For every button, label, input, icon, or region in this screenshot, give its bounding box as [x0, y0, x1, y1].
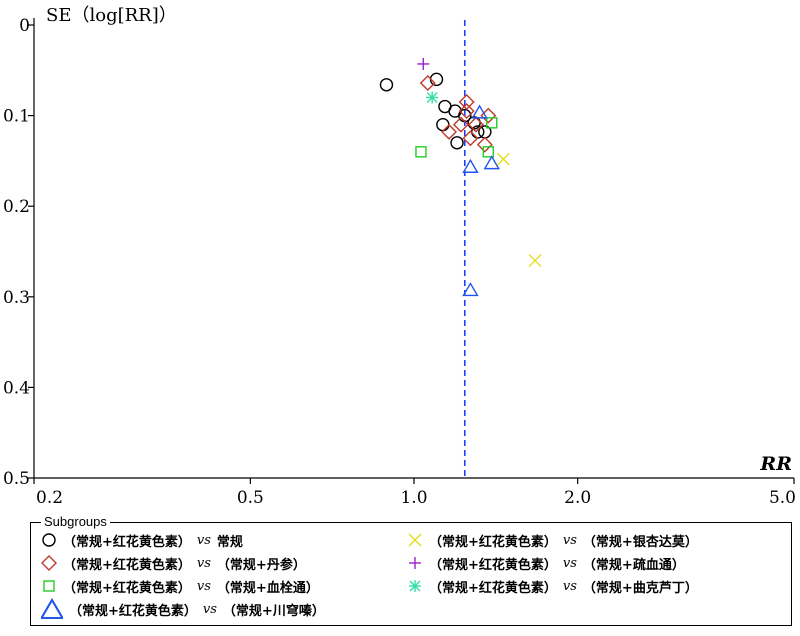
data-point-diamond: [476, 136, 493, 153]
legend-item: （常规+红花黄色素） vs （常规+血栓通）: [41, 575, 319, 597]
legend-label-b: （常规+银杏达莫）: [582, 534, 698, 550]
legend-vs: vs: [562, 532, 577, 548]
x-tick-label: 2.0: [564, 488, 591, 508]
legend-vs: vs: [562, 555, 577, 571]
data-point-x: [496, 152, 510, 166]
x-tick-label: 5.0: [769, 488, 796, 508]
x-tick-label: 0.2: [36, 488, 63, 508]
legend-marker-square: [43, 580, 55, 592]
data-point-circle: [436, 117, 450, 132]
data-point-x: [528, 254, 542, 268]
data-point-circle: [429, 72, 444, 87]
legend-vs: vs: [196, 555, 211, 571]
legend-label-a: （常规+红花黄色素）: [63, 534, 191, 550]
x-axis-title: RR: [759, 453, 792, 475]
y-tick-label: 0: [19, 16, 30, 36]
legend-label-a: （常规+红花黄色素）: [429, 534, 557, 550]
legend-symbol: [43, 580, 55, 592]
data-point-triangle: [471, 104, 488, 119]
data-point-triangle: [462, 282, 479, 297]
legend-item: （常规+红花黄色素） vs （常规+疏血通）: [407, 552, 685, 574]
legend-marker-x: [408, 533, 422, 547]
y-tick-label: 0.4: [3, 378, 30, 398]
legend-symbol: [408, 533, 422, 547]
data-point-triangle: [483, 155, 500, 170]
legend-vs: vs: [202, 601, 217, 617]
legend-label-a: （常规+红花黄色素）: [63, 557, 191, 573]
legend-label-a: （常规+红花黄色素）: [69, 603, 197, 619]
data-point-plus: [417, 57, 430, 70]
legend-item: （常规+红花黄色素） vs （常规+曲克芦丁）: [407, 575, 698, 597]
data-point-square: [415, 146, 427, 158]
legend-label-a: （常规+红花黄色素）: [429, 557, 557, 573]
legend-vs: vs: [196, 532, 211, 548]
legend: Subgroups （常规+红花黄色素） vs 常规 （常规+红花黄色素） vs （常规+…: [30, 514, 792, 626]
legend-label-b: （常规+川穹嗪）: [222, 603, 325, 619]
data-point-diamond: [419, 74, 436, 91]
legend-label-b: 常规: [216, 534, 243, 550]
y-axis-title: SE（log[RR]）: [46, 5, 177, 26]
legend-item: （常规+红花黄色素） vs （常规+丹参）: [41, 552, 306, 574]
funnel-plot: SE（log[RR]） RR 0.2 0.5 1.0 2.0 5.0 0 0.1 0.2 0.3…: [3, 5, 796, 508]
legend-symbol: [409, 557, 421, 569]
data-point-circle: [450, 136, 464, 150]
y-tick-label: 0.1: [3, 107, 30, 127]
legend-item: （常规+红花黄色素） vs 常规: [41, 529, 243, 551]
data-point-diamond: [458, 103, 475, 120]
legend-marker-plus: [409, 557, 421, 569]
y-tick-label: 0.5: [3, 469, 30, 489]
y-tick-label: 0.3: [3, 288, 30, 308]
legend-marker-circle: [42, 533, 56, 547]
legend-marker-asterisk: [409, 580, 421, 592]
y-tick-label: 0.2: [3, 197, 30, 217]
legend-item: （常规+红花黄色素） vs （常规+川穹嗪）: [41, 598, 325, 620]
legend-label-b: （常规+曲克芦丁）: [582, 580, 698, 596]
legend-label-b: （常规+疏血通）: [582, 557, 685, 573]
legend-item: （常规+红花黄色素） vs （常规+银杏达莫）: [407, 529, 698, 551]
data-point-diamond: [452, 116, 469, 133]
data-point-asterisk: [426, 91, 439, 104]
data-point-diamond: [458, 94, 475, 110]
legend-label-b: （常规+血栓通）: [216, 580, 319, 596]
data-point-triangle: [462, 158, 479, 173]
legend-label-a: （常规+红花黄色素）: [429, 580, 557, 596]
data-point-diamond: [480, 107, 497, 124]
data-point-diamond: [441, 123, 458, 140]
legend-symbol: [42, 533, 56, 547]
legend-label-b: （常规+丹参）: [216, 557, 306, 573]
legend-symbol: [41, 598, 63, 620]
legend-vs: vs: [562, 578, 577, 594]
legend-vs: vs: [196, 578, 211, 594]
legend-symbol: [41, 555, 57, 571]
data-point-circle: [379, 78, 394, 92]
data-point-square: [482, 146, 495, 158]
legend-marker-diamond: [41, 555, 57, 571]
legend-marker-triangle: [41, 598, 63, 620]
x-tick-label: 0.5: [237, 488, 264, 508]
data-point-diamond: [467, 116, 484, 133]
legend-title: Subgroups: [41, 514, 110, 529]
x-tick-label: 1.0: [400, 488, 427, 508]
legend-symbol: [409, 580, 421, 592]
data-point-square: [486, 117, 498, 129]
legend-label-a: （常规+红花黄色素）: [63, 580, 191, 596]
data-point-diamond: [462, 130, 479, 147]
